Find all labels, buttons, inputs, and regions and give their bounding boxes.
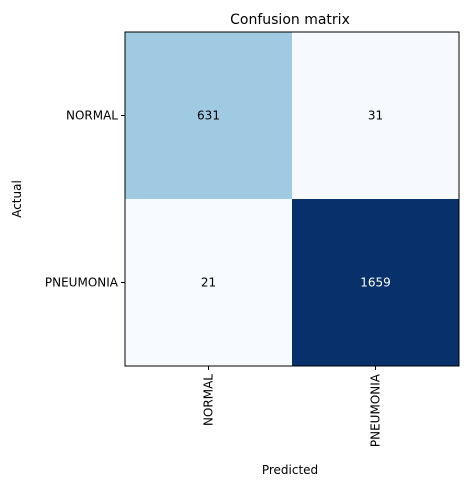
x-tick-label: PNEUMONIA	[369, 373, 383, 447]
cell-value-label: 21	[201, 276, 216, 290]
cell-value-label: 1659	[360, 276, 391, 290]
plot-frame	[124, 31, 460, 367]
cell-value-label: 631	[197, 109, 220, 123]
heatmap-cell	[125, 199, 292, 366]
chart-title: Confusion matrix	[230, 12, 350, 28]
heatmap-cells: 631 31 21 1659	[125, 32, 459, 366]
heatmap-cell	[292, 32, 459, 199]
x-axis-ticks: NORMAL PNEUMONIA	[202, 366, 383, 447]
y-axis-ticks: NORMAL PNEUMONIA	[45, 109, 125, 290]
y-axis-label: Actual	[10, 180, 24, 218]
heatmap-cell	[292, 199, 459, 366]
y-tick-label: NORMAL	[66, 109, 118, 123]
x-axis-label: Predicted	[262, 463, 318, 477]
cell-value-label: 31	[368, 109, 383, 123]
heatmap-cell	[125, 32, 292, 199]
y-tick-label: PNEUMONIA	[45, 276, 119, 290]
x-tick-label: NORMAL	[202, 374, 216, 426]
